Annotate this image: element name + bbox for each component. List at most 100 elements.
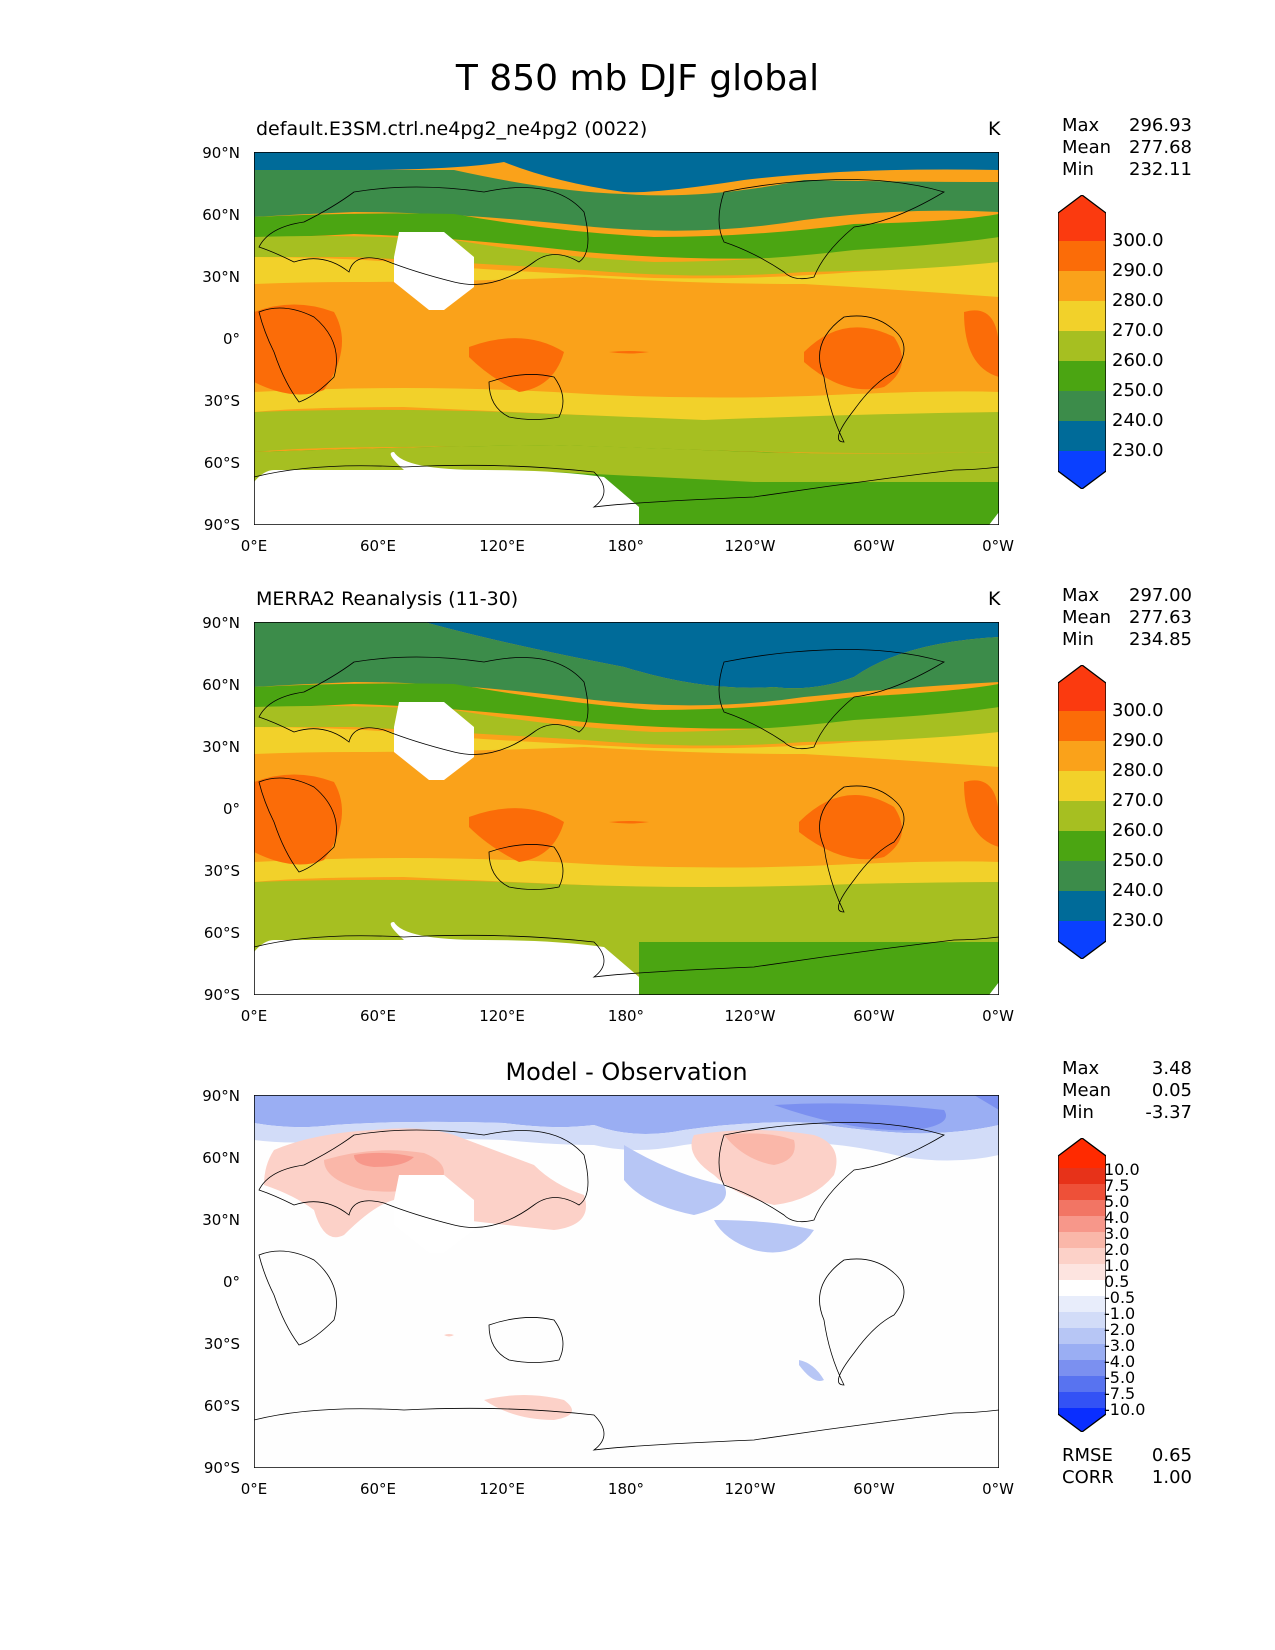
difference-map bbox=[254, 1095, 999, 1468]
map-observation bbox=[254, 622, 999, 995]
colorbar-label: 280.0 bbox=[1112, 760, 1164, 781]
y-tick-label: 30°S bbox=[203, 392, 240, 410]
colorbar-difference bbox=[1058, 1138, 1106, 1432]
stat-mean: 0.05 bbox=[1151, 1080, 1192, 1101]
y-tick-label: 90°N bbox=[202, 1087, 240, 1105]
y-tick-label: 30°N bbox=[202, 1211, 240, 1229]
colorbar-label: 10.0 bbox=[1104, 1160, 1140, 1179]
y-tick-label: 60°S bbox=[203, 924, 240, 942]
colorbar-label: 250.0 bbox=[1112, 850, 1164, 871]
figure-title: T 850 mb DJF global bbox=[455, 58, 820, 99]
y-tick-label: 0° bbox=[222, 330, 240, 348]
map-model bbox=[254, 152, 999, 525]
panel-units: K bbox=[988, 118, 1001, 140]
y-tick-label: 60°N bbox=[202, 1149, 240, 1167]
x-tick-label: 60°W bbox=[853, 537, 895, 555]
colorbar-label: -4.0 bbox=[1104, 1352, 1136, 1371]
rmse-label: RMSE bbox=[1062, 1445, 1113, 1466]
y-tick-label: 90°N bbox=[202, 614, 240, 632]
colorbar-label: 230.0 bbox=[1112, 910, 1164, 931]
x-tick-label: 120°E bbox=[479, 1007, 525, 1025]
colorbar-label: -10.0 bbox=[1104, 1400, 1146, 1419]
colorbar-label: 5.0 bbox=[1104, 1192, 1130, 1211]
stat-max-label: Max bbox=[1062, 585, 1100, 606]
corr-value: 1.00 bbox=[1151, 1467, 1192, 1488]
y-tick-label: 60°N bbox=[202, 206, 240, 224]
colorbar-label: -5.0 bbox=[1104, 1368, 1136, 1387]
x-tick-label: 60°E bbox=[359, 537, 397, 555]
x-tick-label: 0°E bbox=[240, 1480, 268, 1498]
y-tick-label: 90°S bbox=[203, 1459, 240, 1477]
x-tick-label: 0°E bbox=[240, 537, 268, 555]
y-tick-label: 60°S bbox=[203, 1397, 240, 1415]
panel-observation: MERRA2 Reanalysis (11-30) K bbox=[0, 470, 1275, 1025]
x-tick-label: 120°E bbox=[479, 537, 525, 555]
panel-subtitle: MERRA2 Reanalysis (11-30) bbox=[256, 588, 519, 610]
colorbar-label: -1.0 bbox=[1104, 1304, 1136, 1323]
colorbar-label: -3.0 bbox=[1104, 1336, 1136, 1355]
y-tick-label: 30°N bbox=[202, 268, 240, 286]
temperature-map bbox=[254, 622, 999, 995]
x-tick-label: 0°W bbox=[982, 537, 1014, 555]
colorbar-label: 270.0 bbox=[1112, 320, 1164, 341]
stat-mean: 277.63 bbox=[1129, 607, 1192, 628]
stat-mean: 277.68 bbox=[1129, 137, 1192, 158]
corr-label: CORR bbox=[1062, 1467, 1114, 1488]
y-tick-label: 90°N bbox=[202, 144, 240, 162]
colorbar-label: -0.5 bbox=[1104, 1288, 1136, 1307]
colorbar-label: 270.0 bbox=[1112, 790, 1164, 811]
colorbar-label: 3.0 bbox=[1104, 1224, 1130, 1243]
colorbar-label: -7.5 bbox=[1104, 1384, 1136, 1403]
colorbar-temperature bbox=[1058, 665, 1106, 959]
panel-units: K bbox=[988, 588, 1001, 610]
x-tick-label: 180° bbox=[607, 1007, 645, 1025]
y-tick-label: 90°S bbox=[203, 986, 240, 1004]
colorbar-label: 260.0 bbox=[1112, 820, 1164, 841]
x-tick-label: 0°E bbox=[240, 1007, 268, 1025]
stat-mean-label: Mean bbox=[1062, 1080, 1112, 1101]
panel-difference: Model - Observation bbox=[0, 940, 1275, 1498]
y-tick-label: 0° bbox=[222, 800, 240, 818]
metrics-box: RMSE 0.65 CORR 1.00 bbox=[1062, 1445, 1192, 1489]
colorbar-label: 2.0 bbox=[1104, 1240, 1130, 1259]
x-tick-label: 60°E bbox=[359, 1480, 397, 1498]
x-tick-label: 60°W bbox=[853, 1007, 895, 1025]
stats-box: Max 3.48 Mean 0.05 Min -3.37 bbox=[1062, 1058, 1192, 1124]
x-tick-label: 0°W bbox=[982, 1007, 1014, 1025]
colorbar-label: 4.0 bbox=[1104, 1208, 1130, 1227]
colorbar-label: 300.0 bbox=[1112, 700, 1164, 721]
x-tick-label: 120°W bbox=[724, 1480, 776, 1498]
panel-title: Model - Observation bbox=[505, 1058, 748, 1086]
y-tick-label: 0° bbox=[222, 1273, 240, 1291]
stat-min-label: Min bbox=[1062, 629, 1094, 650]
panel-subtitle: default.E3SM.ctrl.ne4pg2_ne4pg2 (0022) bbox=[256, 118, 648, 140]
y-tick-label: 90°S bbox=[203, 516, 240, 534]
colorbar-label: 260.0 bbox=[1112, 350, 1164, 371]
x-tick-label: 60°W bbox=[853, 1480, 895, 1498]
x-tick-label: 180° bbox=[607, 537, 645, 555]
colorbar-label: 250.0 bbox=[1112, 380, 1164, 401]
temperature-map bbox=[254, 152, 999, 525]
stat-min: 234.85 bbox=[1129, 629, 1192, 650]
stat-min: 232.11 bbox=[1129, 159, 1192, 180]
panel-model: default.E3SM.ctrl.ne4pg2_ne4pg2 (0022) K bbox=[0, 0, 1275, 555]
map-difference bbox=[254, 1095, 999, 1468]
x-tick-label: 180° bbox=[607, 1480, 645, 1498]
stat-min-label: Min bbox=[1062, 159, 1094, 180]
y-tick-label: 60°N bbox=[202, 676, 240, 694]
x-tick-label: 60°E bbox=[359, 1007, 397, 1025]
colorbar-label: 0.5 bbox=[1104, 1272, 1130, 1291]
colorbar-label: 230.0 bbox=[1112, 440, 1164, 461]
y-tick-label: 30°N bbox=[202, 738, 240, 756]
colorbar-label: 240.0 bbox=[1112, 880, 1164, 901]
x-tick-label: 120°W bbox=[724, 537, 776, 555]
colorbar-label: 240.0 bbox=[1112, 410, 1164, 431]
stat-max-label: Max bbox=[1062, 1058, 1100, 1079]
stat-mean-label: Mean bbox=[1062, 137, 1112, 158]
y-tick-label: 60°S bbox=[203, 454, 240, 472]
stat-max: 297.00 bbox=[1129, 585, 1192, 606]
colorbar-label: 290.0 bbox=[1112, 260, 1164, 281]
stat-mean-label: Mean bbox=[1062, 607, 1112, 628]
colorbar-label: 7.5 bbox=[1104, 1176, 1130, 1195]
colorbar-label: -2.0 bbox=[1104, 1320, 1136, 1339]
